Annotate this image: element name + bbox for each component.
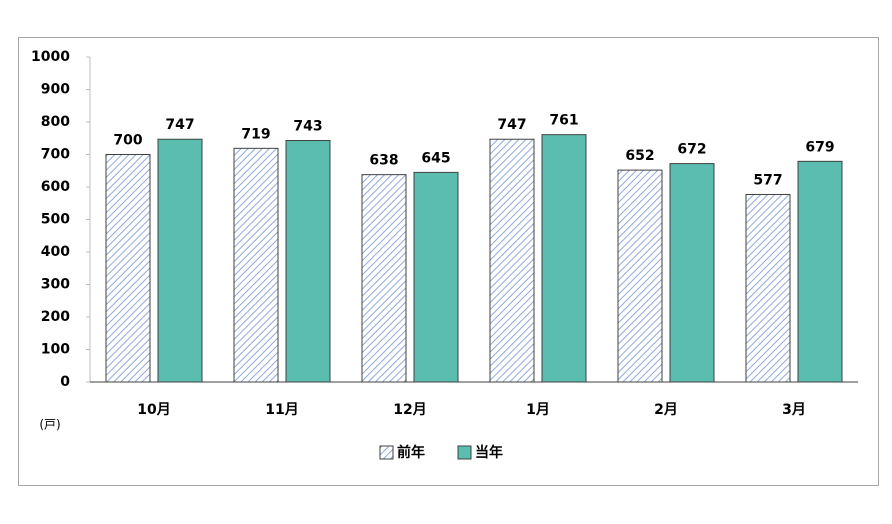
bar (489, 138, 535, 383)
x-tick-label: 12月 (393, 402, 426, 418)
y-tick-label: 400 (41, 244, 70, 260)
data-label: 577 (753, 172, 782, 188)
data-label: 719 (241, 126, 270, 142)
legend-label: 前年 (397, 444, 425, 461)
legend-label: 当年 (475, 444, 503, 461)
bar (669, 163, 715, 383)
y-tick-label: 500 (41, 212, 70, 228)
bar (361, 174, 407, 383)
bar (157, 138, 203, 383)
bar (413, 171, 459, 383)
x-tick-label: 3月 (782, 402, 806, 418)
bar (105, 154, 151, 383)
data-label: 743 (293, 119, 322, 135)
data-label: 652 (625, 148, 654, 164)
bar (285, 140, 331, 383)
x-tick-label: 10月 (137, 402, 170, 418)
y-tick-label: 600 (41, 179, 70, 195)
x-tick-label: 11月 (265, 402, 298, 418)
unit-label: (戸) (39, 418, 60, 432)
data-label: 747 (165, 117, 194, 133)
data-label: 700 (113, 133, 142, 149)
y-tick-label: 1000 (31, 49, 70, 65)
y-tick-label: 700 (41, 147, 70, 163)
data-label: 679 (805, 139, 834, 155)
data-label: 672 (677, 142, 706, 158)
bar (745, 193, 791, 383)
bar (617, 169, 663, 383)
y-tick-label: 300 (41, 277, 70, 293)
data-label: 638 (369, 153, 398, 169)
legend-swatch (379, 445, 394, 460)
y-tick-label: 0 (60, 374, 70, 390)
y-tick-label: 900 (41, 82, 70, 98)
data-label: 761 (549, 113, 578, 129)
y-tick-label: 200 (41, 309, 70, 325)
x-tick-label: 2月 (654, 402, 678, 418)
bar (797, 160, 843, 383)
data-label: 645 (421, 150, 450, 166)
data-label: 747 (497, 117, 526, 133)
y-tick-label: 800 (41, 114, 70, 130)
y-tick-label: 100 (41, 342, 70, 358)
bar (233, 147, 279, 383)
bar (541, 134, 587, 383)
x-tick-label: 1月 (526, 402, 550, 418)
legend-swatch (457, 445, 472, 460)
